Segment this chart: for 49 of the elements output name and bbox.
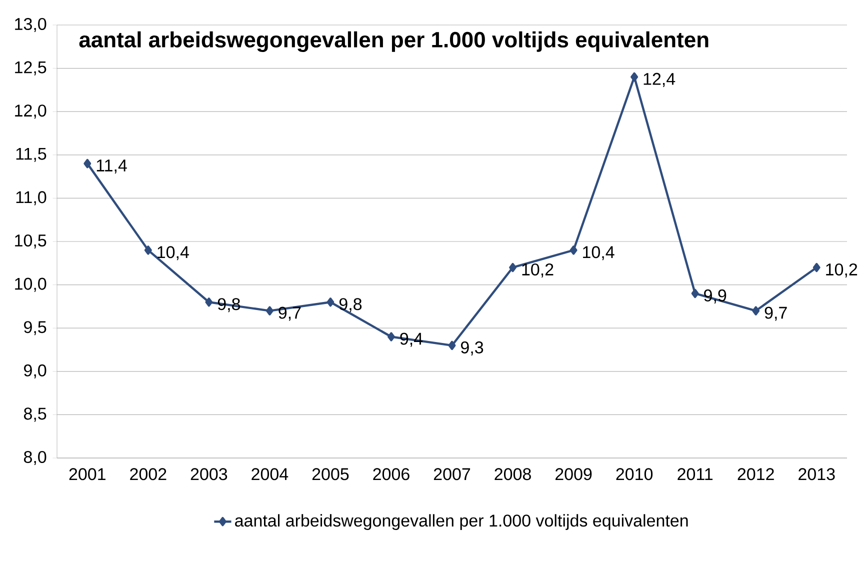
x-tick-label: 2001 <box>69 468 106 480</box>
data-label: 10,4 <box>158 246 189 260</box>
x-tick-label: 2006 <box>373 468 410 480</box>
point <box>630 72 638 82</box>
data-label: 10,2 <box>826 263 858 278</box>
point <box>509 262 516 272</box>
point <box>448 340 456 350</box>
y-tick-label: 8,0 <box>24 450 46 466</box>
x-tick-label: 2003 <box>190 468 228 480</box>
data-label: 9,3 <box>461 341 484 356</box>
y-tick-label: 11,5 <box>16 148 46 162</box>
data-label: 9,8 <box>339 298 362 312</box>
x-tick-label: 2011 <box>678 468 713 480</box>
data-label: 12,4 <box>644 72 676 87</box>
data-label: 9,7 <box>764 306 787 321</box>
point <box>84 158 92 168</box>
point <box>205 298 213 307</box>
point <box>812 262 820 272</box>
x-tick-label: 2009 <box>556 468 592 480</box>
point <box>388 332 395 342</box>
legend-label: aantal arbeidswegongevallen per 1.000 voltijds equivalenten <box>235 514 688 530</box>
y-tick-label: 11,0 <box>16 191 46 206</box>
x-tick-label: 2002 <box>130 468 166 480</box>
y-tick-label: 13,0 <box>15 18 46 32</box>
point <box>326 298 334 307</box>
x-tick-label: 2008 <box>494 468 531 480</box>
point <box>570 246 578 255</box>
data-label: 10,2 <box>522 263 554 278</box>
data-label: 11,4 <box>96 160 127 174</box>
y-tick-label: 10,5 <box>15 234 46 249</box>
x-tick-label: 2005 <box>312 468 349 480</box>
data-label: 9,7 <box>278 306 301 321</box>
y-tick-label: 10,0 <box>15 278 46 292</box>
x-tick-label: 2007 <box>434 468 470 480</box>
x-tick-label: 2013 <box>798 468 835 480</box>
y-tick-label: 12,5 <box>15 61 46 76</box>
point <box>691 288 699 298</box>
x-tick-label: 2010 <box>616 468 653 480</box>
y-tick-label: 9,5 <box>24 321 46 336</box>
chart-title: aantal arbeidswegongevallen per 1.000 voltijds equivalenten <box>79 31 708 52</box>
point <box>144 246 152 255</box>
x-tick-label: 2004 <box>252 468 288 480</box>
point <box>266 306 274 316</box>
y-tick-label: 9,0 <box>24 364 46 378</box>
point <box>752 306 760 316</box>
y-tick-label: 8,5 <box>24 408 46 422</box>
data-label: 10,4 <box>583 246 614 260</box>
y-tick-label: 12,0 <box>15 104 46 119</box>
x-tick-label: 2012 <box>738 468 774 480</box>
